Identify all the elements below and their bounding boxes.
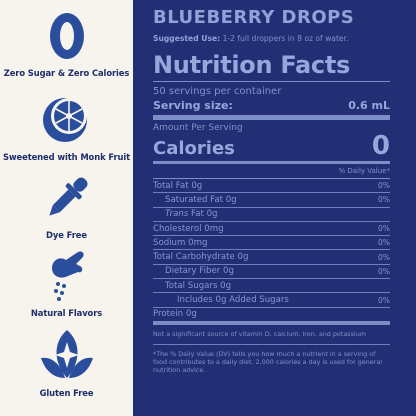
monk-fruit-icon: [42, 98, 87, 142]
nutrient-row: Trans Fat 0g: [153, 208, 390, 222]
vitamin-footnote: Not a significant source of vitamin D, c…: [153, 330, 390, 345]
nutrient-row: Sodium 0mg 0%: [153, 236, 390, 251]
nutrition-facts-title: Nutrition Facts: [153, 51, 390, 82]
hand-sprinkle-icon: [51, 251, 84, 301]
feature-natural-flavors: Natural Flavors: [0, 250, 133, 318]
suggested-use-text: 1-2 full droppers in 8 oz of water.: [220, 34, 349, 43]
leaf-sparkle-icon: [40, 330, 93, 378]
feature-label: Dye Free: [46, 230, 87, 240]
feature-zero-sugar: Zero Sugar & Zero Calories: [0, 10, 133, 78]
trans-italic: Trans: [165, 209, 189, 220]
daily-value-footnote: *The % Daily Value (DV) tells you how mu…: [153, 349, 383, 374]
zero-icon: [49, 13, 84, 59]
nutrient-row: Saturated Fat 0g 0%: [153, 193, 390, 208]
nutrient-row: Cholesterol 0mg 0%: [153, 222, 390, 237]
nutrient-name: Dietary Fiber 0g: [165, 266, 234, 277]
product-title: BLUEBERRY DROPS: [153, 7, 355, 28]
serving-size-row: Serving size: 0.6 mL: [153, 99, 390, 120]
nutrient-dv: 0%: [377, 195, 390, 205]
feature-label: Sweetened with Monk Fruit: [2, 152, 131, 162]
nutrient-name: Trans Fat 0g: [153, 209, 218, 219]
features-panel: Zero Sugar & Zero Calories Sweetened wit…: [0, 0, 133, 416]
nutrient-name: Protein 0g: [153, 309, 197, 320]
suggested-use-label: Suggested Use:: [153, 34, 221, 43]
feature-label: Zero Sugar & Zero Calories: [3, 68, 130, 78]
serving-size-label: Serving size:: [153, 99, 233, 112]
feature-label: Gluten Free: [39, 388, 94, 398]
nutrition-facts-label: Nutrition Facts 50 servings per containe…: [153, 51, 390, 374]
nutrient-row: Dietary Fiber 0g 0%: [153, 265, 390, 280]
nutrient-row: Total Carbohydrate 0g 0%: [153, 250, 390, 265]
nutrient-dv: 0%: [377, 181, 390, 191]
nutrient-dv: 0%: [377, 224, 390, 234]
nutrient-name: Total Sugars 0g: [165, 280, 232, 291]
nutrient-name: Total Fat 0g: [153, 180, 203, 191]
nutrient-row: Includes 0g Added Sugars 0%: [153, 293, 390, 308]
nutrient-dv: 0%: [377, 252, 390, 262]
trans-rest: Fat 0g: [188, 209, 218, 220]
feature-label: Natural Flavors: [30, 308, 103, 318]
nutrient-dv: 0%: [377, 295, 390, 305]
daily-value-header: % Daily Value*: [153, 164, 390, 179]
servings-per-container: 50 servings per container: [153, 86, 282, 97]
calories-label: Calories: [153, 138, 235, 159]
calories-value: 0: [371, 131, 390, 161]
suggested-use: Suggested Use: 1-2 full droppers in 8 oz…: [153, 34, 390, 43]
nutrient-name: Total Carbohydrate 0g: [153, 252, 249, 263]
nutrition-panel: BLUEBERRY DROPS Suggested Use: 1-2 full …: [133, 0, 416, 416]
amount-per-serving: Amount Per Serving: [153, 123, 243, 133]
calories-row: Calories 0: [153, 133, 390, 164]
nutrient-name: Cholesterol 0mg: [153, 223, 224, 234]
nutrient-dv: 0%: [377, 266, 390, 276]
feature-gluten-free: Gluten Free: [0, 328, 133, 398]
nutrient-name: Sodium 0mg: [153, 237, 208, 248]
nutrient-row: Total Fat 0g 0%: [153, 179, 390, 194]
feature-dye-free: Dye Free: [0, 172, 133, 240]
nutrient-name: Saturated Fat 0g: [165, 194, 237, 205]
nutrient-row: Total Sugars 0g: [153, 279, 390, 294]
feature-monk-fruit: Sweetened with Monk Fruit: [0, 90, 133, 162]
dropper-icon: [48, 177, 88, 216]
serving-size-value: 0.6 mL: [348, 99, 390, 112]
nutrient-row: Protein 0g: [153, 308, 390, 325]
nutrient-dv: 0%: [377, 238, 390, 248]
nutrient-name: Includes 0g Added Sugars: [177, 295, 289, 306]
